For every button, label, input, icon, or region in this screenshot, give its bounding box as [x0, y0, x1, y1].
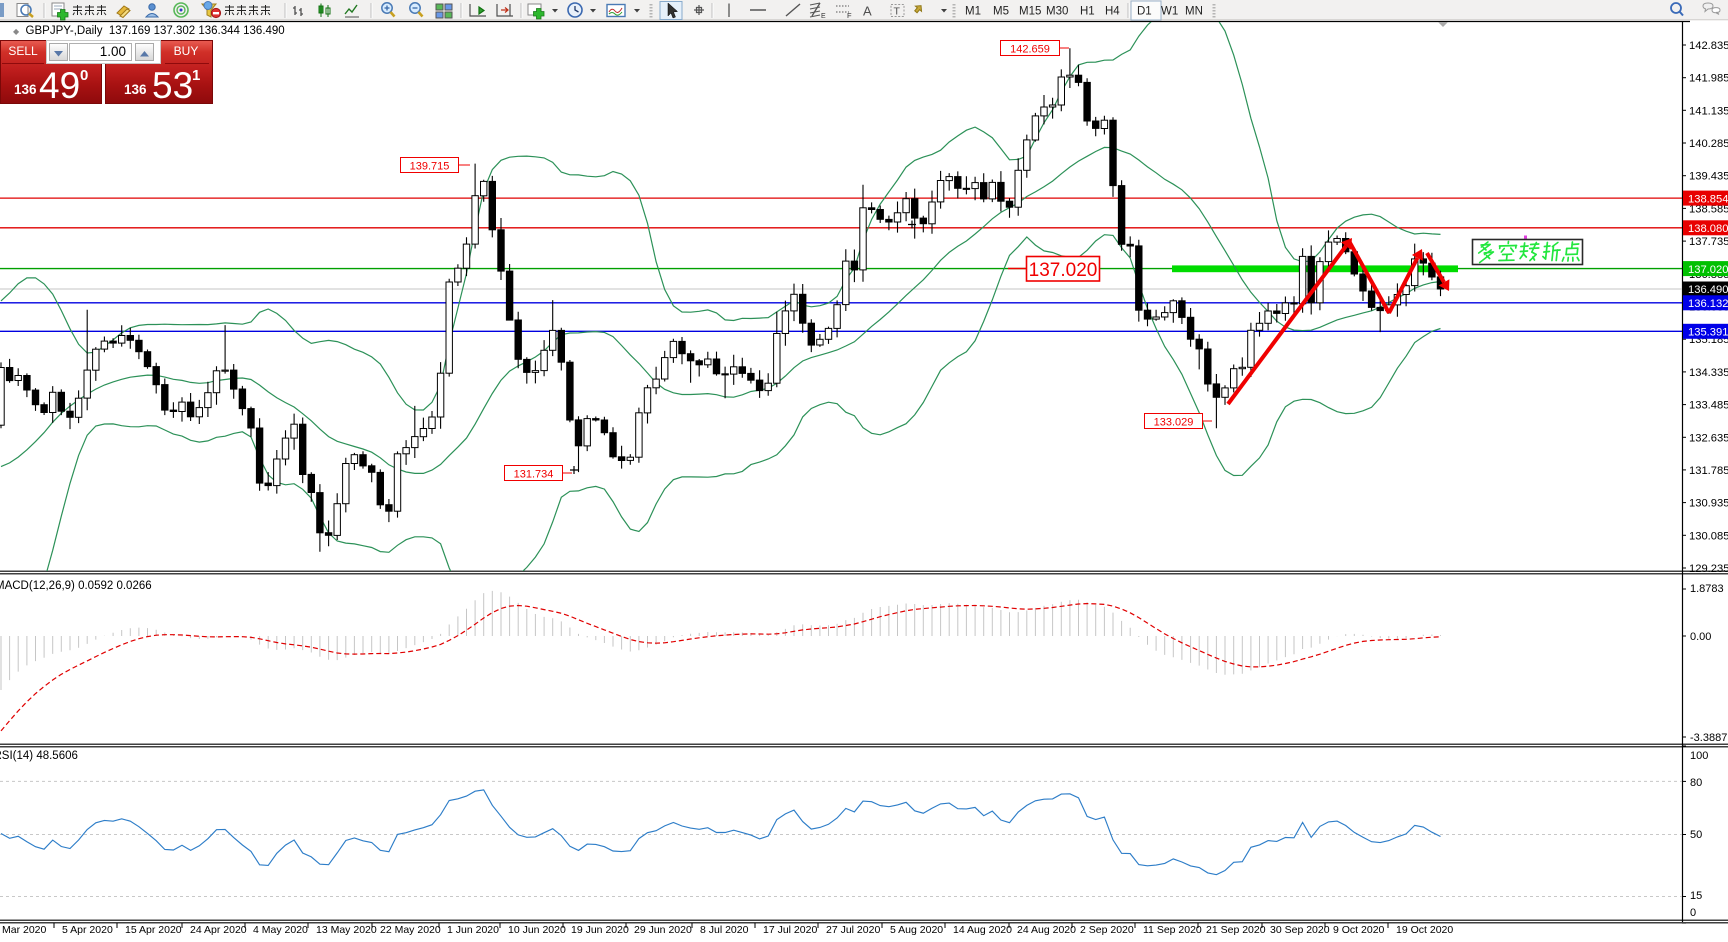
- svg-text:H1: H1: [1080, 6, 1095, 18]
- svg-text:MACD(12,26,9) 0.0592 0.0266: MACD(12,26,9) 0.0592 0.0266: [0, 580, 152, 592]
- svg-text:137.020: 137.020: [1029, 260, 1098, 281]
- svg-text:11 Sep 2020: 11 Sep 2020: [1143, 924, 1202, 936]
- svg-text:100: 100: [1690, 750, 1708, 762]
- svg-text:132.635: 132.635: [1689, 432, 1728, 444]
- svg-text:19 Oct 2020: 19 Oct 2020: [1396, 924, 1453, 936]
- svg-text:30 Sep 2020: 30 Sep 2020: [1270, 924, 1330, 936]
- svg-text:M1: M1: [965, 6, 981, 18]
- svg-text:Mar 2020: Mar 2020: [2, 924, 47, 936]
- svg-text:22 May 2020: 22 May 2020: [380, 924, 441, 936]
- svg-text:5 Apr 2020: 5 Apr 2020: [62, 924, 113, 936]
- svg-text:133.029: 133.029: [1154, 416, 1194, 428]
- svg-text:131.734: 131.734: [514, 468, 554, 480]
- svg-text:W1: W1: [1161, 6, 1178, 18]
- svg-text:27 Jul 2020: 27 Jul 2020: [826, 924, 880, 936]
- svg-text:141.985: 141.985: [1689, 73, 1728, 85]
- svg-text:136.490: 136.490: [1688, 284, 1728, 296]
- svg-text:0: 0: [1690, 907, 1696, 919]
- svg-text:17 Jul 2020: 17 Jul 2020: [763, 924, 817, 936]
- svg-text:1 Jun 2020: 1 Jun 2020: [447, 924, 499, 936]
- svg-text:A: A: [863, 4, 872, 19]
- svg-text:E: E: [821, 13, 826, 20]
- svg-text:RSI(14) 48.5606: RSI(14) 48.5606: [0, 750, 78, 762]
- svg-text:134.335: 134.335: [1689, 367, 1728, 379]
- svg-text:137.020: 137.020: [1688, 264, 1728, 276]
- svg-text:9 Oct 2020: 9 Oct 2020: [1333, 924, 1385, 936]
- svg-text:135.391: 135.391: [1688, 327, 1728, 339]
- svg-text:130.935: 130.935: [1689, 498, 1728, 510]
- svg-text:138.585: 138.585: [1689, 203, 1728, 215]
- svg-text:138.854: 138.854: [1688, 193, 1728, 205]
- svg-text:F: F: [847, 11, 852, 20]
- svg-text:29 Jun 2020: 29 Jun 2020: [634, 924, 692, 936]
- svg-text:-3.3887: -3.3887: [1690, 732, 1727, 744]
- svg-text:139.715: 139.715: [410, 160, 450, 172]
- svg-text:MN: MN: [1185, 6, 1203, 18]
- svg-text:2 Sep 2020: 2 Sep 2020: [1080, 924, 1134, 936]
- svg-text:1.8783: 1.8783: [1690, 583, 1724, 595]
- svg-text:4 May 2020: 4 May 2020: [253, 924, 308, 936]
- svg-text:131.785: 131.785: [1689, 465, 1728, 477]
- svg-text:14 Aug 2020: 14 Aug 2020: [953, 924, 1012, 936]
- svg-text:141.135: 141.135: [1689, 105, 1728, 117]
- svg-text:10 Jun 2020: 10 Jun 2020: [508, 924, 566, 936]
- svg-text:140.285: 140.285: [1689, 138, 1728, 150]
- svg-text:21 Sep 2020: 21 Sep 2020: [1206, 924, 1266, 936]
- svg-text:133.485: 133.485: [1689, 400, 1728, 412]
- svg-text:M15: M15: [1019, 6, 1041, 18]
- svg-text:24 Aug 2020: 24 Aug 2020: [1017, 924, 1076, 936]
- svg-text:15 Apr 2020: 15 Apr 2020: [125, 924, 182, 936]
- svg-text:142.835: 142.835: [1689, 40, 1728, 52]
- svg-text:19 Jun 2020: 19 Jun 2020: [571, 924, 629, 936]
- svg-text:M30: M30: [1046, 6, 1068, 18]
- svg-text:129.235: 129.235: [1689, 563, 1728, 575]
- svg-text:5 Aug 2020: 5 Aug 2020: [890, 924, 943, 936]
- svg-text:H4: H4: [1105, 6, 1120, 18]
- svg-text:24 Apr 2020: 24 Apr 2020: [190, 924, 247, 936]
- svg-text:8 Jul 2020: 8 Jul 2020: [700, 924, 749, 936]
- svg-text:137.735: 137.735: [1689, 236, 1728, 248]
- svg-text:130.085: 130.085: [1689, 530, 1728, 542]
- svg-text:15: 15: [1690, 890, 1702, 902]
- svg-text:D1: D1: [1137, 6, 1152, 18]
- svg-text:M5: M5: [993, 6, 1009, 18]
- svg-text:13 May 2020: 13 May 2020: [316, 924, 377, 936]
- svg-text:139.435: 139.435: [1689, 171, 1728, 183]
- svg-text:T: T: [894, 6, 901, 18]
- svg-text:138.080: 138.080: [1688, 223, 1728, 235]
- svg-text:50: 50: [1690, 829, 1702, 841]
- svg-text:136.132: 136.132: [1688, 298, 1728, 310]
- svg-text:80: 80: [1690, 777, 1702, 789]
- svg-text:0.00: 0.00: [1690, 631, 1711, 643]
- svg-text:142.659: 142.659: [1010, 43, 1050, 55]
